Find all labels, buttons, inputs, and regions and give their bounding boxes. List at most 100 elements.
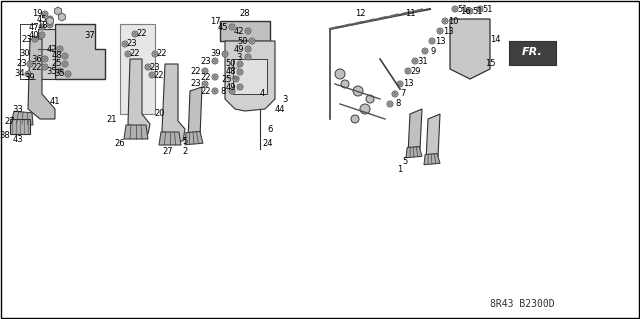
- Text: 48: 48: [226, 68, 236, 77]
- Text: 22: 22: [154, 70, 164, 79]
- Text: 16: 16: [460, 6, 470, 16]
- Polygon shape: [124, 125, 148, 139]
- Polygon shape: [450, 19, 490, 79]
- Text: 9: 9: [430, 47, 436, 56]
- Text: 49: 49: [234, 44, 244, 54]
- Circle shape: [246, 29, 250, 33]
- Circle shape: [127, 53, 129, 56]
- Circle shape: [341, 80, 349, 88]
- Text: 34: 34: [15, 70, 26, 78]
- Circle shape: [422, 48, 428, 54]
- Text: 21: 21: [107, 115, 117, 123]
- Text: 11: 11: [404, 10, 415, 19]
- Circle shape: [468, 10, 472, 12]
- Text: 13: 13: [443, 26, 453, 35]
- Circle shape: [388, 102, 392, 106]
- Circle shape: [32, 36, 38, 42]
- Circle shape: [125, 51, 131, 57]
- Polygon shape: [408, 109, 422, 154]
- Circle shape: [33, 38, 36, 41]
- Circle shape: [44, 57, 47, 61]
- Text: 36: 36: [31, 55, 42, 63]
- Circle shape: [63, 55, 67, 57]
- Text: 33: 33: [13, 105, 24, 114]
- Text: 13: 13: [403, 79, 413, 88]
- FancyBboxPatch shape: [233, 59, 267, 94]
- Circle shape: [145, 64, 151, 70]
- Circle shape: [230, 26, 234, 28]
- Text: 3: 3: [236, 53, 242, 62]
- Polygon shape: [424, 153, 440, 165]
- Circle shape: [229, 24, 235, 30]
- Circle shape: [479, 8, 481, 11]
- Circle shape: [438, 29, 442, 33]
- Text: 22: 22: [130, 49, 140, 58]
- Polygon shape: [220, 21, 270, 41]
- Text: FR.: FR.: [522, 47, 542, 57]
- Circle shape: [394, 93, 397, 95]
- Circle shape: [58, 48, 61, 50]
- Text: 22: 22: [201, 86, 211, 95]
- Circle shape: [40, 26, 44, 28]
- Text: 39: 39: [211, 49, 221, 58]
- Text: 45: 45: [36, 14, 47, 24]
- Polygon shape: [58, 13, 65, 21]
- Polygon shape: [38, 29, 55, 79]
- Text: 23: 23: [201, 56, 211, 65]
- Circle shape: [351, 115, 359, 123]
- Circle shape: [202, 68, 208, 74]
- Text: 10: 10: [448, 17, 458, 26]
- Text: 20: 20: [155, 109, 165, 118]
- Text: 14: 14: [490, 34, 500, 43]
- Text: 8: 8: [396, 100, 401, 108]
- Polygon shape: [54, 7, 61, 15]
- Circle shape: [204, 70, 207, 72]
- Circle shape: [39, 24, 45, 30]
- Circle shape: [239, 85, 241, 88]
- Circle shape: [452, 6, 458, 12]
- Circle shape: [42, 56, 48, 62]
- Circle shape: [122, 41, 128, 47]
- Circle shape: [44, 12, 47, 16]
- Text: 31: 31: [418, 56, 428, 65]
- Text: 5: 5: [182, 137, 188, 145]
- Text: 17: 17: [210, 17, 220, 26]
- Text: 27: 27: [4, 116, 15, 125]
- Text: 28: 28: [240, 10, 250, 19]
- Text: 25: 25: [221, 75, 232, 84]
- Circle shape: [437, 28, 443, 34]
- Circle shape: [477, 6, 483, 12]
- Circle shape: [399, 83, 401, 85]
- Text: 15: 15: [484, 60, 495, 69]
- Text: 40: 40: [29, 31, 39, 40]
- Text: 51: 51: [483, 4, 493, 13]
- Circle shape: [25, 71, 31, 77]
- Text: 50: 50: [226, 60, 236, 69]
- Circle shape: [214, 76, 216, 78]
- Circle shape: [454, 8, 456, 11]
- Text: 5: 5: [403, 157, 408, 166]
- Circle shape: [246, 48, 250, 50]
- Circle shape: [154, 53, 157, 56]
- Text: 7: 7: [400, 90, 406, 99]
- Text: 45: 45: [218, 23, 228, 32]
- Circle shape: [149, 72, 155, 78]
- Text: 1: 1: [397, 165, 403, 174]
- Circle shape: [405, 68, 411, 74]
- Text: 51: 51: [458, 4, 468, 13]
- Text: 23: 23: [127, 40, 138, 48]
- Text: 42: 42: [47, 44, 57, 54]
- Circle shape: [222, 51, 228, 57]
- Text: 27: 27: [163, 146, 173, 155]
- Text: 30: 30: [20, 49, 30, 58]
- Circle shape: [245, 28, 251, 34]
- Text: 4: 4: [259, 90, 264, 99]
- Circle shape: [249, 38, 255, 44]
- Circle shape: [214, 90, 216, 93]
- Circle shape: [57, 68, 63, 74]
- Circle shape: [360, 104, 370, 114]
- Circle shape: [412, 58, 418, 64]
- Circle shape: [397, 81, 403, 87]
- Circle shape: [147, 65, 150, 69]
- Text: 48: 48: [52, 51, 62, 61]
